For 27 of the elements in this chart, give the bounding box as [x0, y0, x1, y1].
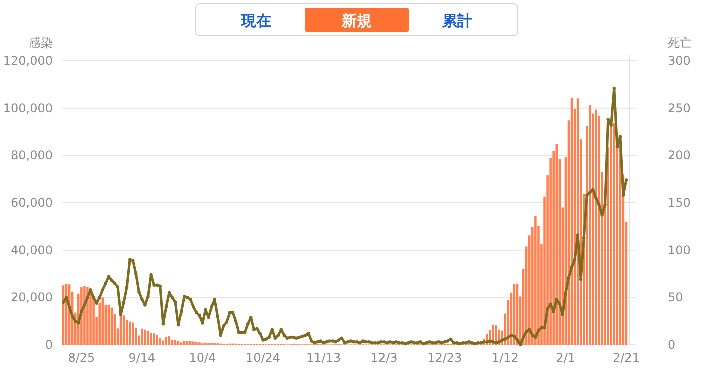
buttons: 現在 新規 累計: [196, 4, 518, 36]
x-tick-label: 10/24: [246, 351, 281, 365]
y-tick-label: 120,000: [3, 54, 53, 68]
x-tick-label: 12/23: [428, 351, 462, 365]
x-tick-label: 9/14: [128, 351, 156, 365]
x-tick-label: 10/4: [189, 351, 216, 365]
y-tick-label: 20,000: [11, 290, 53, 305]
x-tick-label: 12/3: [370, 351, 398, 365]
y-tick-label: 60,000: [11, 196, 53, 210]
x-tick-label: 1/12: [492, 351, 519, 365]
y2-tick-label: 50: [668, 290, 684, 305]
x-tick-label: 2/1: [556, 351, 576, 365]
x-tick-label: 2/21: [613, 351, 640, 365]
y2-tick-label: 150: [668, 196, 691, 210]
y2-tick-label: 300: [668, 54, 691, 68]
y-tick-label: 100,000: [3, 101, 53, 116]
y2-tick-label: 100: [668, 243, 691, 258]
y-tick-label: 0: [45, 338, 53, 352]
y-axis-title: 感染: [29, 36, 53, 50]
y-tick-label: 80,000: [11, 148, 53, 163]
y2-axis-title: 死亡: [668, 36, 692, 50]
y2-tick-label: 250: [668, 101, 691, 116]
y2-tick-label: 200: [668, 148, 691, 163]
y-tick-label: 40,000: [11, 243, 53, 258]
x-tick-label: 8/25: [68, 351, 96, 365]
x-tick-label: 11/13: [306, 351, 342, 365]
y2-tick-label: 0: [668, 338, 676, 352]
